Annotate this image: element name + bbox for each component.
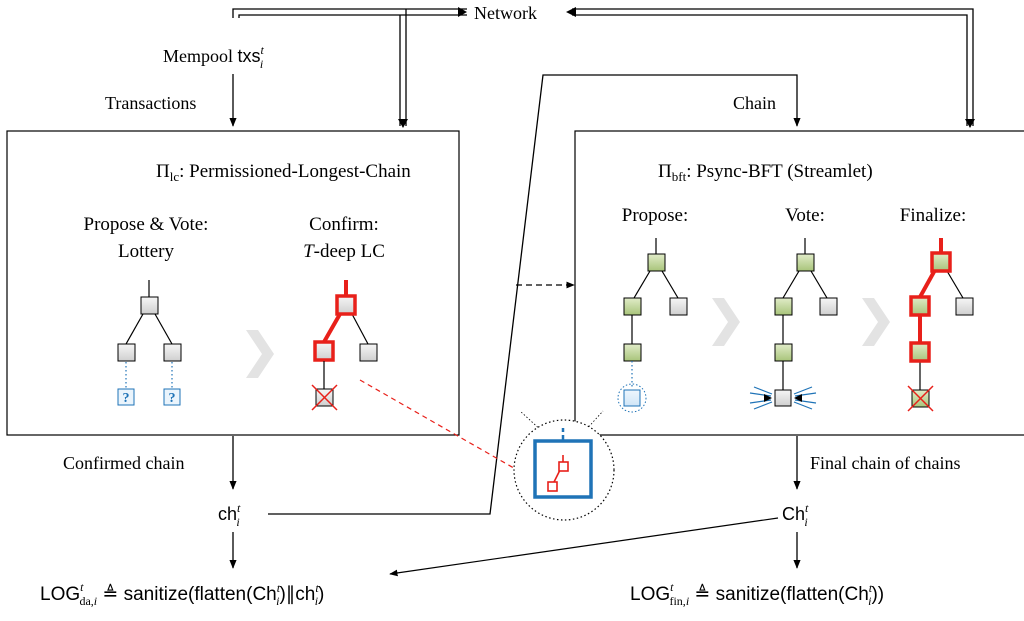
- lc-unknown-mark-left: ?: [123, 391, 130, 406]
- confirmed-chain-label: Confirmed chain: [63, 453, 184, 473]
- bft-finalize-tree: [907, 238, 974, 412]
- transactions-label: Transactions: [105, 93, 196, 113]
- lc-block-right: [163, 343, 182, 362]
- lc-confirmed-root: [335, 294, 357, 316]
- bft-propose-right: [669, 297, 688, 316]
- bft-vote-root: [796, 253, 815, 272]
- bft-vote-right: [819, 297, 838, 316]
- bft-to-log-da-arrow: [389, 517, 779, 577]
- bft-proposed-block: [623, 389, 641, 407]
- log-da-formula: LOGt da,i ≜ sanitize(flatten(Cht i)∥cht i): [40, 580, 324, 608]
- chain-label: Chain: [733, 93, 776, 113]
- lc-propose-label: Propose & Vote:: [84, 214, 209, 235]
- bft-chevron-2: [862, 298, 890, 346]
- lc-unknown-left: [117, 388, 135, 406]
- bft-final-root: [930, 251, 952, 273]
- bft-proposal-highlight: [617, 383, 647, 413]
- bft-propose-tree: [617, 238, 688, 413]
- bft-vote-label: Vote:: [785, 205, 825, 226]
- final-chain-label: Final chain of chains: [810, 453, 960, 473]
- network-right-arrow: [566, 7, 975, 128]
- bft-propose-root: [647, 253, 666, 272]
- lc-confirm-tree: [311, 280, 378, 411]
- zoom-callout: [513, 410, 615, 521]
- bft-reject-cross-b: [907, 385, 934, 412]
- ch-lc: cht i: [218, 501, 241, 529]
- lc-reject-cross-b: [311, 384, 338, 411]
- lc-unknown-mark-right: ?: [169, 391, 176, 406]
- log-fin-formula: LOGt fin,i ≜ sanitize(flatten(Cht i)): [630, 580, 884, 608]
- bft-final-left: [909, 295, 931, 317]
- network-left-arrow: [232, 7, 467, 128]
- lc-unconfirmed-block: [359, 343, 378, 362]
- lc-chevron: [246, 330, 274, 378]
- lc-block-left: [117, 343, 136, 362]
- chain-connector: [268, 74, 801, 515]
- vote-arrows: [749, 386, 817, 410]
- zoom-mini-block-bottom: [547, 481, 558, 492]
- lc-box: [6, 130, 460, 436]
- zoom-mini-block-top: [558, 461, 569, 472]
- bft-voted-block: [774, 389, 792, 407]
- zoom-dashed-arrow: [359, 379, 527, 476]
- bft-finalize-label: Finalize:: [900, 205, 966, 226]
- lc-propose-label-2: Lottery: [118, 241, 174, 262]
- bft-final-tip: [909, 341, 931, 363]
- bft-chevron-1: [712, 298, 740, 346]
- lc-title: Πlc: Permissioned-Longest-Chain: [156, 161, 411, 184]
- lc-confirmed-block: [313, 340, 335, 362]
- lc-unknown-right: [163, 388, 181, 406]
- lc-propose-tree: ? ?: [117, 280, 182, 406]
- bft-vote-left: [774, 297, 793, 316]
- bft-final-right: [955, 297, 974, 316]
- bft-propose-left: [623, 297, 642, 316]
- bft-title: Πbft: Psync-BFT (Streamlet): [658, 161, 873, 184]
- network-label: Network: [474, 3, 537, 23]
- ch-bft: Cht i: [782, 501, 809, 529]
- bft-propose-tip: [623, 343, 642, 362]
- lc-block-root: [140, 296, 159, 315]
- lc-confirm-label: Confirm:: [309, 214, 379, 235]
- lc-confirm-label-2: T-deep LC: [303, 241, 385, 262]
- bft-propose-label: Propose:: [622, 205, 689, 226]
- bft-box: [574, 130, 1024, 436]
- bft-vote-tree: [749, 238, 838, 410]
- mempool-label: Mempool txst i: [163, 43, 265, 71]
- bft-vote-tip: [774, 343, 793, 362]
